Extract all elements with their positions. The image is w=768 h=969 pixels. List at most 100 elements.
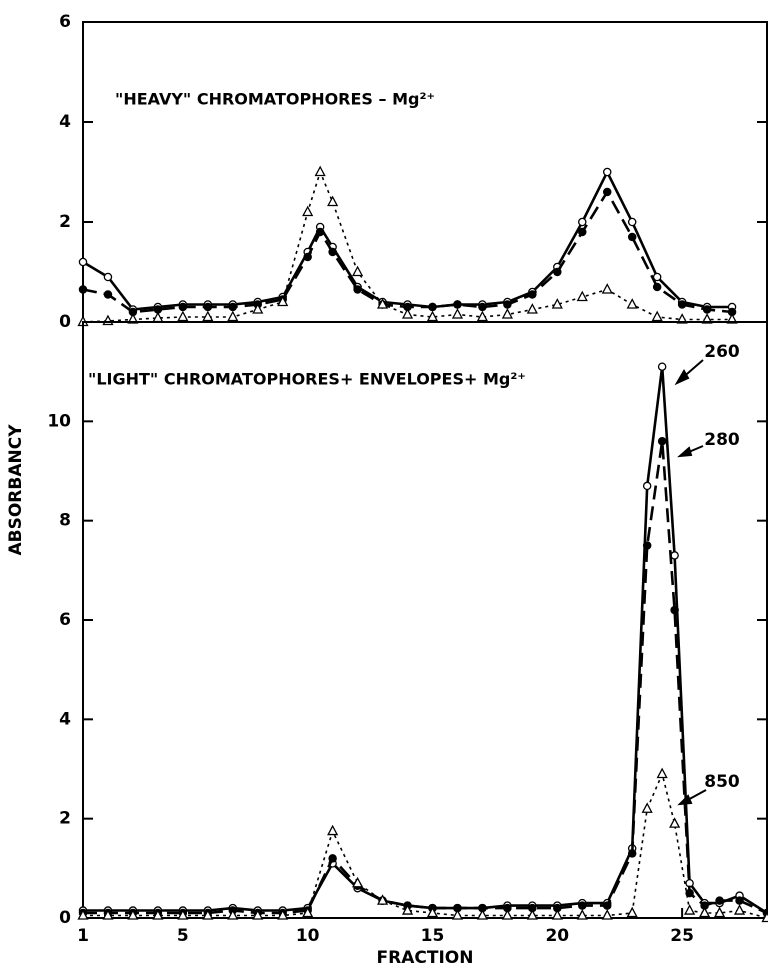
marker xyxy=(227,310,239,322)
marker xyxy=(277,295,289,307)
marker xyxy=(476,310,488,322)
y-tick-label: 10 xyxy=(47,411,71,431)
marker xyxy=(642,541,652,550)
marker xyxy=(203,302,213,312)
annotation: 280 xyxy=(704,430,740,450)
x-axis-label: FRACTION xyxy=(377,948,474,968)
marker xyxy=(657,362,667,371)
marker xyxy=(651,310,663,322)
marker xyxy=(127,909,139,920)
marker xyxy=(601,909,613,920)
marker xyxy=(702,305,712,314)
marker xyxy=(177,909,189,920)
marker xyxy=(328,854,337,863)
marker xyxy=(735,896,744,905)
marker xyxy=(657,436,667,446)
marker xyxy=(627,849,637,858)
marker xyxy=(202,310,214,322)
marker xyxy=(578,901,587,910)
marker xyxy=(478,302,487,312)
marker xyxy=(578,217,587,227)
marker xyxy=(626,298,638,309)
marker xyxy=(576,909,588,920)
marker xyxy=(426,906,439,918)
marker xyxy=(715,896,724,905)
marker xyxy=(103,290,113,299)
marker xyxy=(578,227,587,237)
marker xyxy=(641,802,653,813)
y-tick-label: 0 xyxy=(59,908,71,928)
marker xyxy=(328,247,337,257)
marker xyxy=(627,217,637,227)
marker xyxy=(656,767,668,779)
marker xyxy=(102,909,114,920)
marker xyxy=(451,909,464,920)
marker xyxy=(453,300,462,309)
arrow-head xyxy=(677,446,693,458)
marker xyxy=(684,904,696,915)
marker xyxy=(252,909,264,920)
y-tick-label: 6 xyxy=(59,610,71,630)
y-tick-label: 8 xyxy=(59,511,71,531)
y-tick-label: 0 xyxy=(59,312,71,332)
marker xyxy=(228,302,238,312)
marker xyxy=(670,551,679,560)
marker xyxy=(451,308,464,319)
marker xyxy=(733,904,746,915)
marker xyxy=(315,227,325,237)
x-tick-label: 25 xyxy=(670,926,694,946)
marker xyxy=(252,303,264,314)
x-tick-label: 20 xyxy=(545,926,569,946)
marker xyxy=(302,205,314,217)
marker xyxy=(501,308,513,319)
y-tick-label: 2 xyxy=(59,212,71,232)
series-line xyxy=(82,169,733,311)
marker xyxy=(302,906,314,918)
marker xyxy=(352,265,364,277)
series-line xyxy=(82,169,733,323)
marker xyxy=(602,167,612,177)
y-axis-label: ABSORBANCY xyxy=(6,424,26,556)
marker xyxy=(78,285,88,294)
marker xyxy=(669,817,681,828)
marker xyxy=(327,195,339,207)
marker xyxy=(401,308,414,319)
marker xyxy=(602,187,612,197)
plot-frame xyxy=(82,21,768,323)
marker xyxy=(626,906,638,918)
x-tick-label: 10 xyxy=(296,926,320,946)
x-tick-label: 5 xyxy=(177,926,189,946)
panel-title: "HEAVY" CHROMATOPHORES – Mg²⁺ xyxy=(115,90,435,109)
marker xyxy=(652,282,662,292)
y-tick-label: 4 xyxy=(59,112,71,132)
y-tick-label: 4 xyxy=(59,709,71,729)
annotation: 850 xyxy=(704,772,740,792)
y-tick-label: 2 xyxy=(59,809,71,829)
x-tick-label: 15 xyxy=(421,926,445,946)
series-line xyxy=(83,366,768,915)
marker xyxy=(277,909,289,920)
marker xyxy=(178,302,188,312)
marker xyxy=(677,300,687,309)
marker xyxy=(353,285,362,294)
series-line xyxy=(83,441,768,915)
panel-title: "LIGHT" CHROMATOPHORES+ ENVELOPES+ Mg²⁺ xyxy=(88,370,526,389)
y-tick-label: 6 xyxy=(59,12,71,32)
marker xyxy=(602,901,612,910)
marker xyxy=(713,906,726,918)
marker xyxy=(526,303,538,314)
marker xyxy=(401,904,414,915)
marker xyxy=(103,272,113,282)
marker xyxy=(177,310,189,322)
marker xyxy=(476,909,488,920)
marker xyxy=(761,911,768,923)
marker xyxy=(303,252,312,262)
marker xyxy=(202,909,214,920)
marker xyxy=(642,481,652,491)
marker xyxy=(376,298,389,309)
marker xyxy=(627,232,637,242)
marker xyxy=(428,302,437,312)
annotation: 260 xyxy=(704,342,740,362)
marker xyxy=(528,290,537,299)
